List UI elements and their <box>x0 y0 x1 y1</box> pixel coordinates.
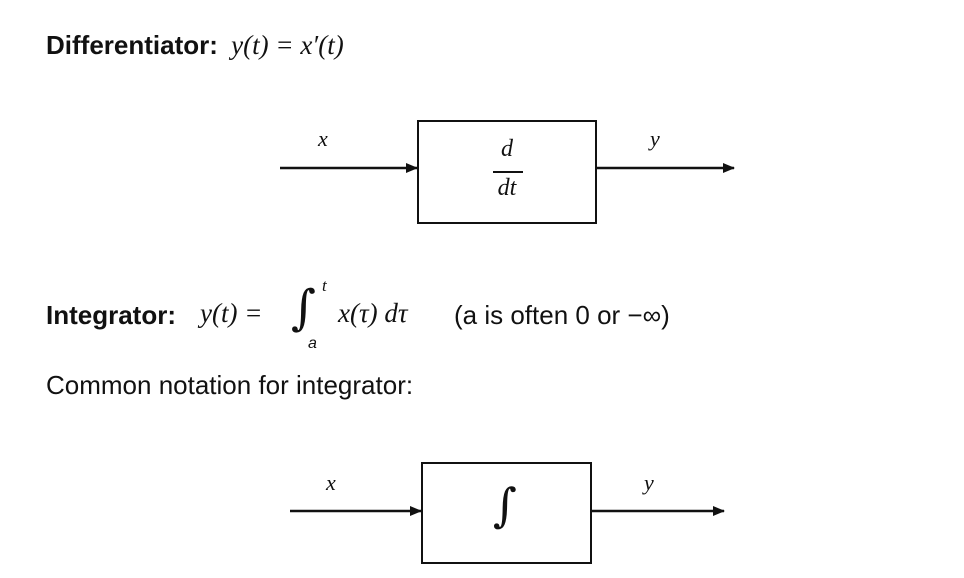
integrator-lhs: y(t) = <box>200 298 263 328</box>
integrator-label: Integrator: <box>46 300 176 330</box>
integral-upper-limit: t <box>322 276 327 295</box>
integrator-block: ∫ <box>421 462 592 564</box>
fraction-bar <box>493 171 523 173</box>
derivative-numerator: d <box>501 136 513 162</box>
integrator-input-label: x <box>326 470 336 495</box>
integral-lower-limit: a <box>308 335 317 352</box>
differentiator-output-label: y <box>650 126 660 151</box>
integrator-symbol: ∫ <box>493 478 517 532</box>
notation-text: Common notation for integrator: <box>46 370 414 400</box>
differentiator-equation: y(t) = x′(t) <box>231 30 344 60</box>
differentiator-block: d dt <box>417 120 597 224</box>
differentiator-input-label: x <box>318 126 328 151</box>
integrator-note: (a is often 0 or −∞) <box>454 300 670 330</box>
integrator-output-label: y <box>644 470 654 495</box>
derivative-denominator: dt <box>497 175 517 201</box>
integral-sign: ∫ <box>291 280 317 336</box>
integrator-heading: Integrator: y(t) = ∫ t a x(τ) dτ (a is o… <box>46 276 670 360</box>
integrand: x(τ) dτ <box>338 298 408 328</box>
differentiator-label: Differentiator: <box>46 30 218 60</box>
differentiator-heading: Differentiator: y(t) = x′(t) <box>46 30 344 61</box>
